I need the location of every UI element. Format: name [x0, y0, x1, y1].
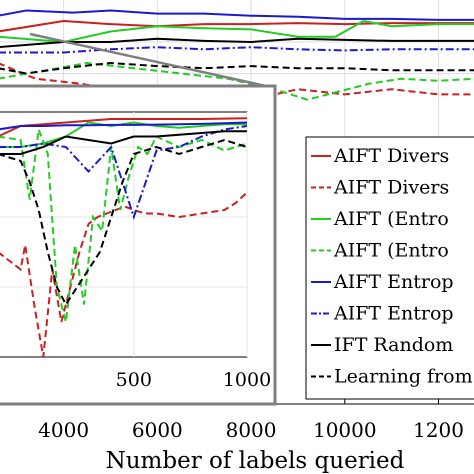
inset-series-line-7: [0, 130, 247, 155]
x-axis-title: Number of labels queried: [106, 448, 405, 474]
main-series-line-3: [0, 19, 474, 44]
legend-label: Learning from: [334, 366, 473, 388]
legend-label: AIFT (Entro: [333, 240, 449, 262]
legend-label: AIFT Divers: [333, 145, 449, 167]
legend-label: AIFT (Entro: [333, 208, 449, 230]
inset-series-group: [0, 117, 248, 358]
legend-label: AIFT Divers: [333, 177, 449, 199]
inset-grid: [0, 112, 248, 357]
main-series-line-5: [0, 9, 474, 21]
inset-series-line-1: [0, 117, 248, 137]
inset-x-tick-label: 1000: [223, 369, 271, 391]
main-tick-labels: 4000 6000 8000 10000 1200: [38, 418, 464, 442]
legend-box: [305, 136, 474, 400]
main-series-line-1: [0, 19, 474, 33]
main-series-line-7: [0, 37, 474, 49]
main-series-line-8: [0, 61, 474, 75]
x-tick-label: 10000: [313, 418, 377, 442]
legend: AIFT Divers AIFT Divers AIFT (Entro AIFT (E…: [311, 145, 473, 388]
inset-axes-frame: [0, 111, 248, 358]
legend-label: IFT Random: [334, 334, 453, 356]
inset-series-line-8: [0, 138, 248, 307]
legend-label: AIFT Entrop: [333, 303, 454, 325]
x-tick-label: 1200: [413, 418, 464, 442]
inset-tick-labels: 500 1000: [116, 369, 271, 391]
inset-series-line-5: [0, 121, 248, 131]
zoom-connector: [29, 32, 276, 90]
x-tick-label: 8000: [226, 418, 277, 442]
x-tick-label: 6000: [132, 418, 183, 442]
legend-label: AIFT Entrop: [333, 271, 454, 293]
inset-x-tick-label: 500: [116, 369, 152, 391]
inset-series-line-4: [0, 129, 248, 323]
x-tick-label: 4000: [38, 418, 89, 442]
main-series-line-6: [0, 46, 474, 54]
inset-series-line-2: [0, 191, 248, 358]
